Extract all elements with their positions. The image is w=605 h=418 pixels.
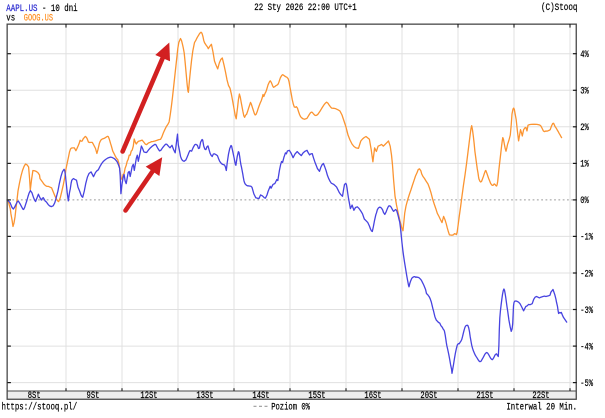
svg-text:-1%: -1% <box>580 232 593 244</box>
svg-text:2%: 2% <box>580 122 589 134</box>
svg-text:3%: 3% <box>580 86 589 98</box>
svg-text:0%: 0% <box>580 195 589 207</box>
svg-text:Poziom 0%: Poziom 0% <box>271 401 310 413</box>
svg-text:https://stooq.pl/: https://stooq.pl/ <box>2 401 78 413</box>
svg-text:22 Sty 2026 22:00 UTC+1: 22 Sty 2026 22:00 UTC+1 <box>254 2 356 14</box>
svg-text:9St: 9St <box>87 390 100 402</box>
svg-text:20St: 20St <box>420 390 437 402</box>
svg-text:-2%: -2% <box>580 268 593 280</box>
svg-text:16St: 16St <box>364 390 381 402</box>
svg-text:-5%: -5% <box>580 378 593 390</box>
svg-text:15St: 15St <box>308 390 325 402</box>
svg-text:22St: 22St <box>532 390 549 402</box>
svg-text:-4%: -4% <box>580 341 593 353</box>
svg-text:AAPL.US: AAPL.US <box>6 3 37 15</box>
svg-text:13St: 13St <box>196 390 213 402</box>
svg-text:8St: 8St <box>28 390 41 402</box>
svg-text:1%: 1% <box>580 159 589 171</box>
svg-text:21St: 21St <box>476 390 493 402</box>
svg-text:(C)Stooq: (C)Stooq <box>541 2 578 14</box>
svg-text:-3%: -3% <box>580 305 593 317</box>
svg-text:14St: 14St <box>252 390 269 402</box>
svg-text:- 10 dni: - 10 dni <box>42 3 78 15</box>
svg-text:4%: 4% <box>580 49 589 61</box>
svg-text:Interwal 20 Min.: Interwal 20 Min. <box>506 401 577 413</box>
svg-text:GOOG.US: GOOG.US <box>24 12 53 24</box>
svg-text:vs: vs <box>6 12 15 24</box>
svg-text:12St: 12St <box>140 390 157 402</box>
